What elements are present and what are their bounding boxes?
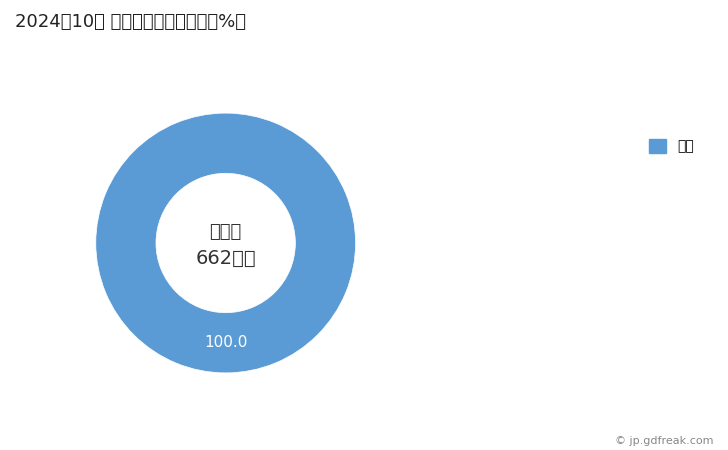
Text: 2024年10月 輸出相手国のシェア（%）: 2024年10月 輸出相手国のシェア（%） bbox=[15, 14, 245, 32]
Text: 100.0: 100.0 bbox=[204, 335, 248, 350]
Text: 総　額: 総 額 bbox=[210, 223, 242, 241]
Legend: 台湾: 台湾 bbox=[644, 133, 699, 159]
Wedge shape bbox=[96, 113, 355, 373]
Text: © jp.gdfreak.com: © jp.gdfreak.com bbox=[615, 436, 713, 446]
Text: 662万円: 662万円 bbox=[195, 249, 256, 268]
